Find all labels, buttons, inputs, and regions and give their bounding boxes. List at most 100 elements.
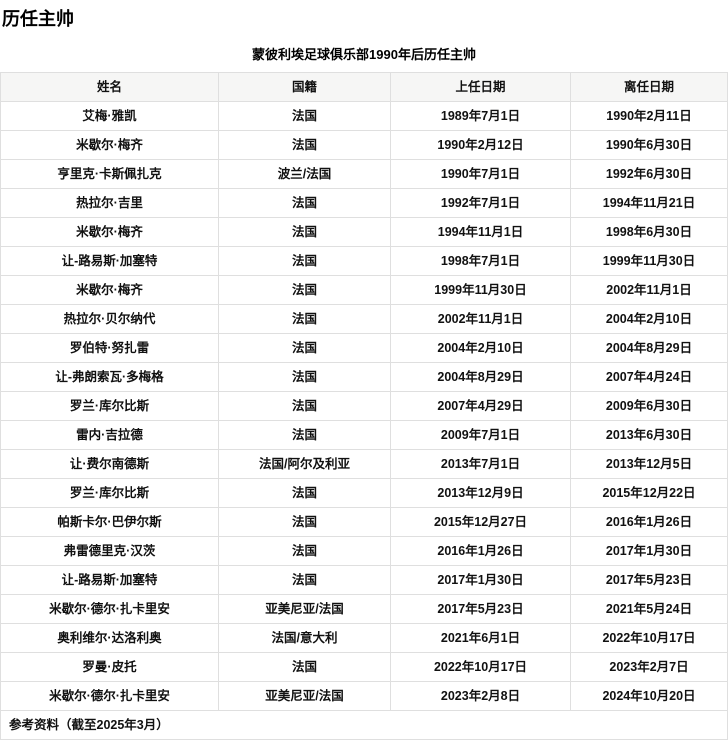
table-row: 奥利维尔·达洛利奥 法国/意大利 2021年6月1日 2022年10月17日 (0, 623, 728, 653)
start-date-cell: 1994年11月1日 (390, 217, 571, 247)
end-date-cell: 2021年5月24日 (570, 594, 728, 624)
start-date-cell: 2016年1月26日 (390, 536, 571, 566)
start-date-cell: 2023年2月8日 (390, 681, 571, 711)
start-date-cell: 2022年10月17日 (390, 652, 571, 682)
manager-name-cell: 弗雷德里克·汉茨 (0, 536, 219, 566)
manager-name-cell: 米歇尔·梅齐 (0, 130, 219, 160)
manager-name-cell: 罗兰·库尔比斯 (0, 391, 219, 421)
manager-name-cell: 罗曼·皮托 (0, 652, 219, 682)
table-row: 帕斯卡尔·巴伊尔斯 法国 2015年12月27日 2016年1月26日 (0, 507, 728, 537)
end-date-cell: 2009年6月30日 (570, 391, 728, 421)
end-date-cell: 1999年11月30日 (570, 246, 728, 276)
end-date-cell: 1994年11月21日 (570, 188, 728, 218)
end-date-cell: 2017年5月23日 (570, 565, 728, 595)
end-date-cell: 1990年2月11日 (570, 101, 728, 131)
end-date-cell: 2002年11月1日 (570, 275, 728, 305)
table-row: 让-路易斯·加塞特 法国 1998年7月1日 1999年11月30日 (0, 246, 728, 276)
manager-name-cell: 让·费尔南德斯 (0, 449, 219, 479)
manager-name-cell: 让-路易斯·加塞特 (0, 565, 219, 595)
nationality-cell: 波兰/法国 (218, 159, 391, 189)
table-row: 米歇尔·梅齐 法国 1999年11月30日 2002年11月1日 (0, 275, 728, 305)
manager-name-cell: 米歇尔·梅齐 (0, 275, 219, 305)
nationality-cell: 法国 (218, 188, 391, 218)
manager-name-cell: 米歇尔·德尔·扎卡里安 (0, 681, 219, 711)
nationality-cell: 法国 (218, 304, 391, 334)
manager-name-cell: 热拉尔·贝尔纳代 (0, 304, 219, 334)
nationality-cell: 法国 (218, 362, 391, 392)
start-date-cell: 2007年4月29日 (390, 391, 571, 421)
nationality-cell: 法国 (218, 130, 391, 160)
column-header-name: 姓名 (0, 72, 219, 102)
nationality-cell: 法国 (218, 391, 391, 421)
start-date-cell: 2017年5月23日 (390, 594, 571, 624)
end-date-cell: 1992年6月30日 (570, 159, 728, 189)
manager-name-cell: 亨里克·卡斯佩扎克 (0, 159, 219, 189)
table-row: 米歇尔·德尔·扎卡里安 亚美尼亚/法国 2017年5月23日 2021年5月24… (0, 594, 728, 624)
start-date-cell: 1990年7月1日 (390, 159, 571, 189)
manager-name-cell: 罗伯特·努扎雷 (0, 333, 219, 363)
manager-name-cell: 让-弗朗索瓦·多梅格 (0, 362, 219, 392)
table-row: 让·费尔南德斯 法国/阿尔及利亚 2013年7月1日 2013年12月5日 (0, 449, 728, 479)
manager-name-cell: 艾梅·雅凯 (0, 101, 219, 131)
table-row: 米歇尔·梅齐 法国 1990年2月12日 1990年6月30日 (0, 130, 728, 160)
table-row: 罗曼·皮托 法国 2022年10月17日 2023年2月7日 (0, 652, 728, 682)
manager-name-cell: 米歇尔·梅齐 (0, 217, 219, 247)
start-date-cell: 2013年12月9日 (390, 478, 571, 508)
nationality-cell: 法国 (218, 652, 391, 682)
column-header-end-date: 离任日期 (570, 72, 728, 102)
start-date-cell: 2004年2月10日 (390, 333, 571, 363)
nationality-cell: 法国 (218, 246, 391, 276)
nationality-cell: 亚美尼亚/法国 (218, 681, 391, 711)
nationality-cell: 亚美尼亚/法国 (218, 594, 391, 624)
table-row: 罗兰·库尔比斯 法国 2007年4月29日 2009年6月30日 (0, 391, 728, 421)
start-date-cell: 1999年11月30日 (390, 275, 571, 305)
table-row: 罗伯特·努扎雷 法国 2004年2月10日 2004年8月29日 (0, 333, 728, 363)
nationality-cell: 法国 (218, 420, 391, 450)
start-date-cell: 1992年7月1日 (390, 188, 571, 218)
table-body: 艾梅·雅凯 法国 1989年7月1日 1990年2月11日 米歇尔·梅齐 法国 … (0, 101, 728, 711)
table-caption: 蒙彼利埃足球俱乐部1990年后历任主帅 (252, 47, 476, 62)
footer-row: 参考资料（截至2025年3月） (0, 710, 728, 740)
table-footer: 参考资料（截至2025年3月） (0, 710, 728, 740)
end-date-cell: 2004年8月29日 (570, 333, 728, 363)
start-date-cell: 1998年7月1日 (390, 246, 571, 276)
end-date-cell: 2004年2月10日 (570, 304, 728, 334)
page-title: 历任主帅 (2, 9, 74, 29)
end-date-cell: 2017年1月30日 (570, 536, 728, 566)
table-row: 热拉尔·吉里 法国 1992年7月1日 1994年11月21日 (0, 188, 728, 218)
nationality-cell: 法国 (218, 536, 391, 566)
nationality-cell: 法国 (218, 478, 391, 508)
column-header-start-date: 上任日期 (390, 72, 571, 102)
reference-note: 参考资料（截至2025年3月） (0, 710, 728, 740)
manager-name-cell: 热拉尔·吉里 (0, 188, 219, 218)
managers-table: 蒙彼利埃足球俱乐部1990年后历任主帅 姓名 国籍 上任日期 离任日期 艾梅·雅… (0, 44, 728, 740)
end-date-cell: 2013年12月5日 (570, 449, 728, 479)
nationality-cell: 法国 (218, 275, 391, 305)
table-row: 亨里克·卡斯佩扎克 波兰/法国 1990年7月1日 1992年6月30日 (0, 159, 728, 189)
nationality-cell: 法国/意大利 (218, 623, 391, 653)
manager-name-cell: 罗兰·库尔比斯 (0, 478, 219, 508)
end-date-cell: 2013年6月30日 (570, 420, 728, 450)
manager-name-cell: 奥利维尔·达洛利奥 (0, 623, 219, 653)
end-date-cell: 2007年4月24日 (570, 362, 728, 392)
content-area: 历任主帅 蒙彼利埃足球俱乐部1990年后历任主帅 姓名 国籍 上任日期 离任日期… (0, 8, 728, 740)
nationality-cell: 法国/阿尔及利亚 (218, 449, 391, 479)
table-row: 艾梅·雅凯 法国 1989年7月1日 1990年2月11日 (0, 101, 728, 131)
table-row: 让-弗朗索瓦·多梅格 法国 2004年8月29日 2007年4月24日 (0, 362, 728, 392)
manager-name-cell: 雷内·吉拉德 (0, 420, 219, 450)
table-row: 米歇尔·德尔·扎卡里安 亚美尼亚/法国 2023年2月8日 2024年10月20… (0, 681, 728, 711)
column-header-nationality: 国籍 (218, 72, 391, 102)
start-date-cell: 2004年8月29日 (390, 362, 571, 392)
table-row: 弗雷德里克·汉茨 法国 2016年1月26日 2017年1月30日 (0, 536, 728, 566)
start-date-cell: 2021年6月1日 (390, 623, 571, 653)
nationality-cell: 法国 (218, 101, 391, 131)
start-date-cell: 1990年2月12日 (390, 130, 571, 160)
table-row: 雷内·吉拉德 法国 2009年7月1日 2013年6月30日 (0, 420, 728, 450)
nationality-cell: 法国 (218, 565, 391, 595)
end-date-cell: 2024年10月20日 (570, 681, 728, 711)
start-date-cell: 2002年11月1日 (390, 304, 571, 334)
nationality-cell: 法国 (218, 333, 391, 363)
header-row: 姓名 国籍 上任日期 离任日期 (0, 72, 728, 102)
end-date-cell: 1990年6月30日 (570, 130, 728, 160)
end-date-cell: 2022年10月17日 (570, 623, 728, 653)
